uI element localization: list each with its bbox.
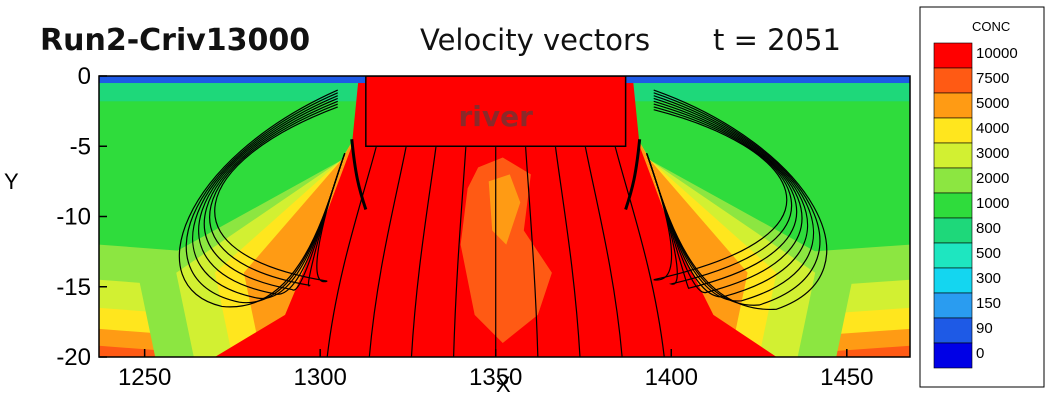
river-label: river	[458, 100, 533, 133]
legend-label: 90	[976, 320, 993, 337]
legend-swatch	[933, 317, 973, 344]
time-label: t = 2051	[713, 23, 841, 57]
legend-label: 1000	[976, 195, 1009, 212]
plume-patch	[460, 157, 552, 343]
streamline	[410, 146, 437, 357]
legend-label: 150	[976, 295, 1001, 312]
legend-title: CONC	[972, 19, 1010, 34]
concentration-contours	[99, 76, 910, 357]
legend-label: 800	[976, 220, 1001, 237]
streamlines	[178, 89, 828, 357]
streamline	[614, 146, 665, 357]
plume-edge-right	[624, 139, 642, 210]
legend-swatch	[933, 42, 973, 69]
y-tick-label: 0	[78, 63, 91, 90]
legend-swatch	[933, 242, 973, 269]
x-axis-label: X	[496, 372, 511, 393]
legend-label: 3000	[976, 145, 1009, 162]
streamline	[554, 146, 581, 357]
legend-swatch	[933, 217, 973, 244]
streamline	[646, 100, 803, 293]
x-axis: 1250 1300 1350 1400 1450	[118, 349, 874, 391]
streamline	[646, 106, 793, 285]
legend-label: 4000	[976, 120, 1009, 137]
x-tick-label: 1250	[118, 364, 171, 391]
y-tick-label: -20	[56, 344, 91, 371]
legend-swatch	[933, 142, 973, 169]
legend-swatch	[933, 292, 973, 319]
plume-patch	[488, 174, 521, 245]
y-tick-label: -15	[56, 274, 91, 301]
legend: 10000 7500 5000 4000 3000 2000 1000 800 500 300 15…	[933, 42, 1018, 369]
streamline	[646, 103, 798, 289]
y-axis: 0 -5 -10 -15 -20	[56, 63, 107, 371]
y-tick-label: -5	[70, 133, 91, 160]
legend-label: 0	[976, 345, 984, 362]
streamline	[203, 100, 346, 291]
legend-swatch	[933, 92, 973, 119]
streamline	[214, 106, 346, 283]
streamline	[326, 146, 377, 357]
streamline	[209, 103, 346, 287]
legend-label: 500	[976, 245, 1001, 262]
plot-area	[99, 76, 910, 357]
legend-swatch	[933, 342, 973, 369]
x-tick-label: 1300	[293, 364, 346, 391]
streamline	[524, 146, 539, 357]
run-label: Run2-Criv13000	[40, 23, 310, 58]
legend-label: 300	[976, 270, 1001, 287]
x-tick-label: 1350	[469, 364, 522, 391]
legend-swatch	[933, 67, 973, 94]
legend-swatch	[933, 192, 973, 219]
legend-label: 5000	[976, 95, 1009, 112]
y-tick-label: -10	[56, 204, 91, 231]
streamline	[584, 146, 623, 357]
streamline	[368, 146, 407, 357]
x-tick-label: 1400	[645, 364, 698, 391]
legend-label: 10000	[976, 45, 1018, 62]
plume-edge-left	[350, 139, 368, 210]
streamline	[452, 146, 467, 357]
chart-title: Velocity vectors	[420, 23, 650, 57]
river-box	[365, 76, 627, 147]
legend-swatch	[933, 167, 973, 194]
streamline	[646, 109, 788, 281]
river-inflow	[365, 76, 627, 147]
y-axis-label: Y	[4, 169, 19, 194]
legend-label: 2000	[976, 170, 1009, 187]
legend-swatch	[933, 117, 973, 144]
legend-swatch	[933, 267, 973, 294]
legend-label: 7500	[976, 70, 1009, 87]
x-tick-label: 1450	[820, 364, 873, 391]
